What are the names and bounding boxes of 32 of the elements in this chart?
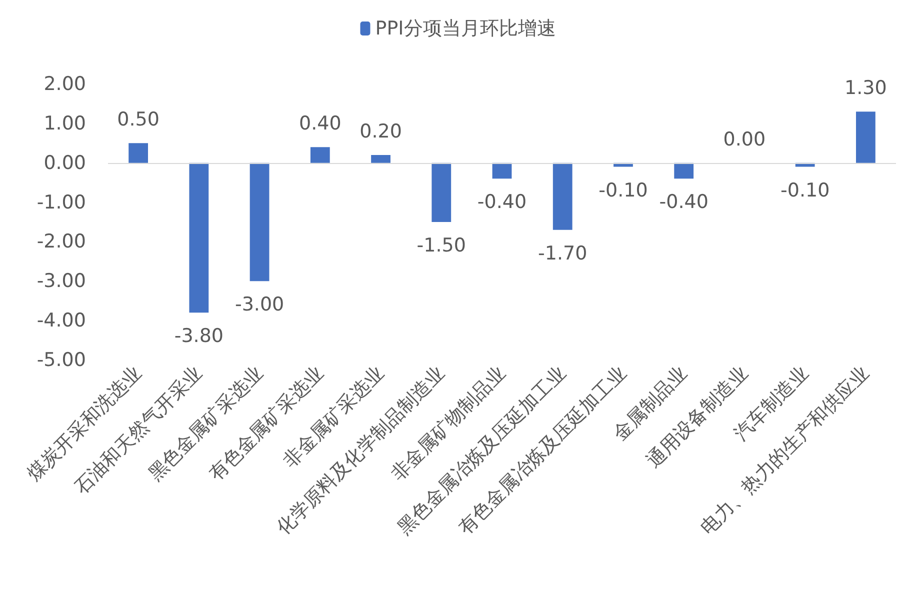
data-label: -0.40: [477, 191, 527, 214]
data-label: 0.00: [723, 128, 766, 150]
bar: [432, 162, 452, 222]
bar: [250, 162, 270, 282]
data-label: -3.80: [174, 325, 224, 348]
y-tick-label: 0.00: [44, 152, 86, 174]
y-tick-label: 1.00: [44, 112, 86, 134]
data-label: 0.20: [360, 120, 402, 142]
bar: [674, 162, 694, 179]
bar: [128, 143, 148, 163]
data-label: -1.70: [538, 242, 588, 264]
bar: [492, 162, 512, 179]
y-tick-label: -5.00: [36, 349, 86, 371]
data-label: -0.10: [780, 179, 830, 202]
bar: [310, 147, 330, 163]
bar: [189, 162, 209, 313]
data-label: 0.50: [117, 108, 160, 131]
y-tick-label: -1.00: [36, 191, 86, 214]
data-label: 1.30: [844, 77, 887, 100]
data-label: 0.40: [299, 112, 342, 135]
bar: [371, 154, 390, 163]
y-tick-label: 2.00: [44, 73, 86, 95]
bar: [552, 162, 572, 230]
y-tick-label: -4.00: [36, 310, 86, 332]
bar: [856, 112, 876, 163]
y-tick-label: -3.00: [36, 270, 86, 292]
data-label: -0.40: [659, 191, 708, 214]
y-tick-label: -2.00: [36, 230, 86, 253]
data-label: -3.00: [234, 294, 284, 316]
data-label: -0.10: [598, 179, 648, 202]
data-label: -1.50: [416, 234, 466, 256]
legend-label: PPI分项当月环比增速: [375, 18, 556, 40]
